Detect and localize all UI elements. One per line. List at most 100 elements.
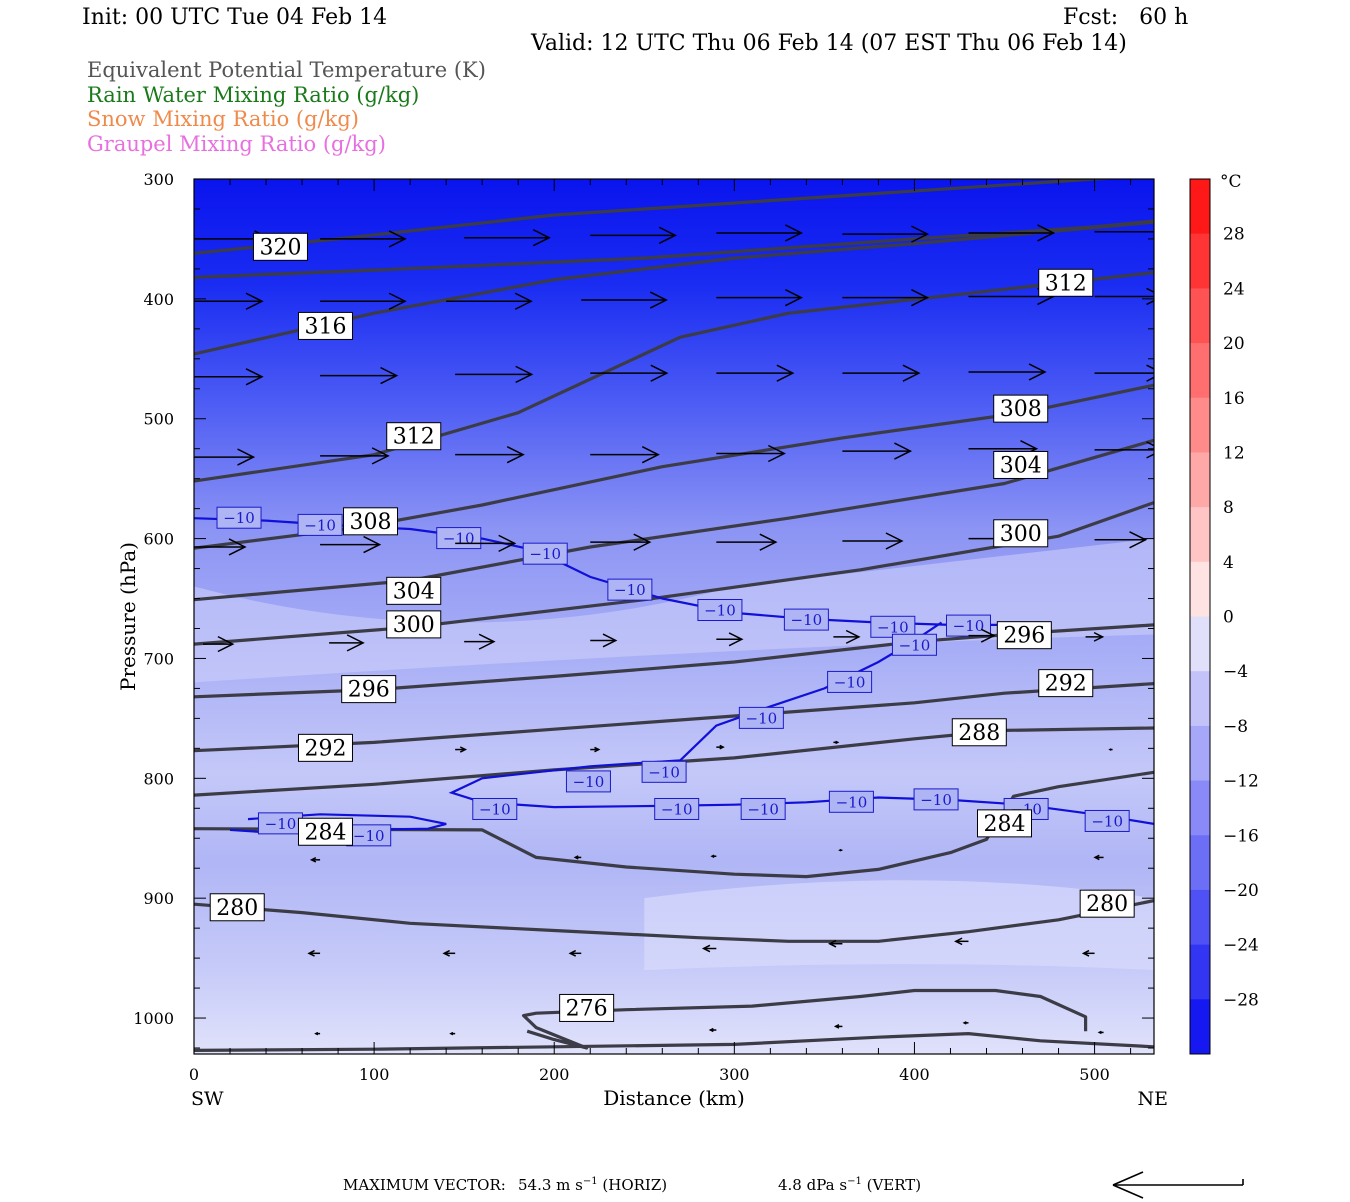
colorbar-tick-label: −12 <box>1223 772 1259 792</box>
colorbar-swatch <box>1190 835 1210 891</box>
wind-vector-head <box>902 364 921 382</box>
x-axis-label: Distance (km) <box>603 1086 745 1110</box>
theta-e-label-box <box>297 733 353 762</box>
isotherm-label-text: −10 <box>834 673 866 691</box>
cross-section-plot: −10 −10 −10 −10 −10 −10 −10 −10 −10 −10 −10 −10 −10 −… <box>116 170 1259 1110</box>
theta-e-label-box <box>341 675 397 704</box>
wind-vector-head <box>911 225 930 243</box>
wind-vector-head <box>459 746 468 753</box>
theta-e-label-296: 296 <box>996 621 1052 650</box>
wind-vector <box>194 448 256 466</box>
isotherm-label-text: −10 <box>614 581 646 599</box>
wind-vector-head <box>573 855 579 860</box>
wind-vector <box>590 446 660 464</box>
wind-vector-head <box>633 533 652 551</box>
isotherm-label: −10 <box>297 513 343 536</box>
wind-vector <box>1094 531 1148 549</box>
wind-vector-head <box>710 854 715 858</box>
isotherm-label: −10 <box>945 614 991 637</box>
colorbar-tick-label: −8 <box>1223 717 1248 737</box>
theta-e-label-text: 292 <box>1045 672 1087 697</box>
isotherm-label: −10 <box>738 706 784 729</box>
isotherm-label-text: −10 <box>265 815 297 833</box>
isotherm-label-text: −10 <box>836 793 868 811</box>
wind-vector <box>1108 748 1113 751</box>
isotherm-label-box <box>1084 809 1130 832</box>
wind-vector <box>716 364 795 382</box>
wind-vector-head <box>784 288 804 307</box>
isotherm-label-text: −10 <box>704 602 736 620</box>
colorbar-tick-label: −4 <box>1223 662 1248 682</box>
y-tick-label: 800 <box>143 769 174 788</box>
wind-vector-head <box>1146 364 1154 382</box>
wind-vector-head <box>478 633 496 650</box>
colorbar-tick-label: 4 <box>1223 553 1234 573</box>
theta-e-label-box <box>386 422 442 451</box>
isotherm-label: −10 <box>641 760 687 783</box>
colorbar-unit: °C <box>1220 172 1242 192</box>
y-tick-label: 1000 <box>133 1009 174 1028</box>
wind-vector <box>716 744 725 750</box>
legend-theta-e: Equivalent Potential Temperature (K) <box>87 58 486 82</box>
wind-vector-head <box>1108 748 1112 751</box>
isotherm-label-text: −10 <box>877 618 909 636</box>
wind-vector-head <box>658 226 677 245</box>
theta-e-label-280: 280 <box>209 893 265 922</box>
wind-vector-head <box>568 949 577 957</box>
isotherm-label-text: −10 <box>746 709 778 727</box>
isotherm-label: −10 <box>472 797 518 820</box>
x-tick-label: 100 <box>359 1065 390 1084</box>
theta-e-label-text: 304 <box>393 579 435 604</box>
shading-band <box>644 880 1154 971</box>
isotherm-label-text: −10 <box>747 800 779 818</box>
x-tick-label: 300 <box>719 1065 750 1084</box>
isotherm-label-text: −10 <box>443 530 475 548</box>
theta-e-line-312 <box>194 270 1154 483</box>
theta-e-label-box <box>993 519 1049 548</box>
wind-vector <box>968 363 1047 381</box>
wind-vector-head <box>307 949 315 957</box>
wind-vector <box>455 746 468 753</box>
wind-vector-head <box>833 1024 840 1029</box>
wind-vector-head <box>776 364 795 382</box>
wind-vector-head <box>1028 363 1047 381</box>
wind-vector <box>716 444 787 463</box>
x-end-label-ne: NE <box>1138 1088 1169 1110</box>
wind-vector <box>710 854 717 858</box>
wind-vector-head <box>1037 224 1056 242</box>
isotherm-label-text: −10 <box>304 516 336 534</box>
colorbar-tick-label: 24 <box>1223 279 1245 299</box>
theta-e-label-box <box>1079 889 1135 918</box>
colorbar-swatch <box>1190 343 1210 399</box>
wind-vector <box>833 740 840 745</box>
wind-vector-head <box>309 857 317 863</box>
colorbar-swatch <box>1190 397 1210 453</box>
wind-vector <box>314 1031 321 1036</box>
isotherm-label-text: −10 <box>791 611 823 629</box>
wind-vector <box>842 364 921 382</box>
colorbar-tick-label: 28 <box>1223 225 1245 245</box>
theta-e-label-text: 308 <box>350 510 392 535</box>
wind-vector-head <box>371 447 390 465</box>
x-tick-label: 200 <box>539 1065 570 1084</box>
isotherm-label-text: −10 <box>648 763 680 781</box>
theta-e-label-box <box>386 576 442 605</box>
theta-e-label-292: 292 <box>297 733 353 762</box>
wind-vector-head <box>1129 531 1148 549</box>
wind-vector <box>464 633 496 650</box>
wind-vector <box>194 538 247 556</box>
wind-vector <box>573 855 582 860</box>
isotherm-label: −10 <box>346 824 392 847</box>
isotherm-label-text: −10 <box>953 617 985 635</box>
wind-vector-head <box>532 229 551 247</box>
wind-vector <box>320 230 407 248</box>
wind-vector-head <box>514 292 533 310</box>
legend-snow: Snow Mixing Ratio (g/kg) <box>87 107 359 131</box>
wind-vector <box>1097 1030 1104 1035</box>
wind-vector-head <box>708 1027 714 1033</box>
colorbar-tick-label: 16 <box>1223 389 1245 409</box>
colorbar-tick-label: −24 <box>1223 936 1259 956</box>
theta-e-label-box <box>1038 268 1094 297</box>
colorbar-swatch <box>1190 452 1210 508</box>
theta-e-line-300 <box>194 501 1154 646</box>
